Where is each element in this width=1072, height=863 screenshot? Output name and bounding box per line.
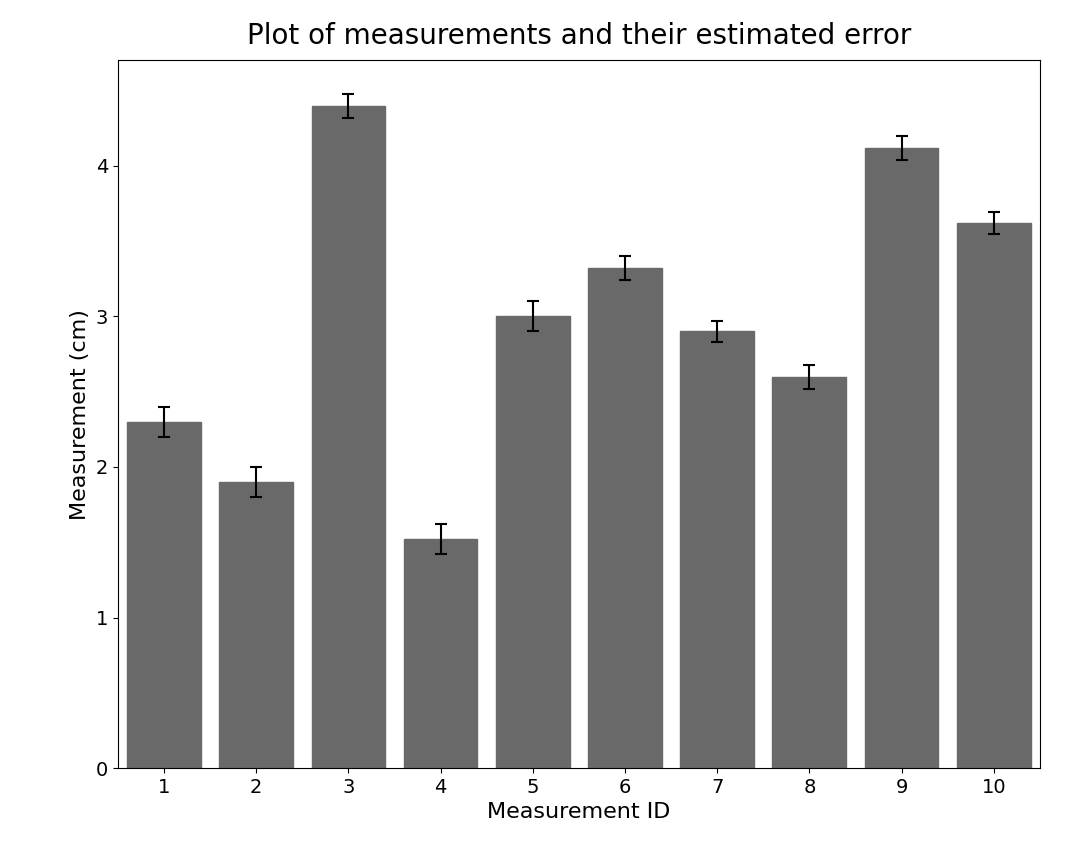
Bar bbox=[957, 223, 1030, 768]
Title: Plot of measurements and their estimated error: Plot of measurements and their estimated… bbox=[247, 22, 911, 50]
Bar bbox=[589, 268, 661, 768]
Bar bbox=[220, 482, 293, 768]
Bar bbox=[865, 148, 938, 768]
Bar bbox=[773, 376, 846, 768]
Bar bbox=[496, 317, 569, 768]
Bar bbox=[681, 331, 754, 768]
Bar bbox=[312, 105, 385, 768]
Bar bbox=[128, 422, 200, 768]
X-axis label: Measurement ID: Measurement ID bbox=[487, 803, 671, 822]
Y-axis label: Measurement (cm): Measurement (cm) bbox=[71, 309, 90, 520]
Bar bbox=[404, 539, 477, 768]
